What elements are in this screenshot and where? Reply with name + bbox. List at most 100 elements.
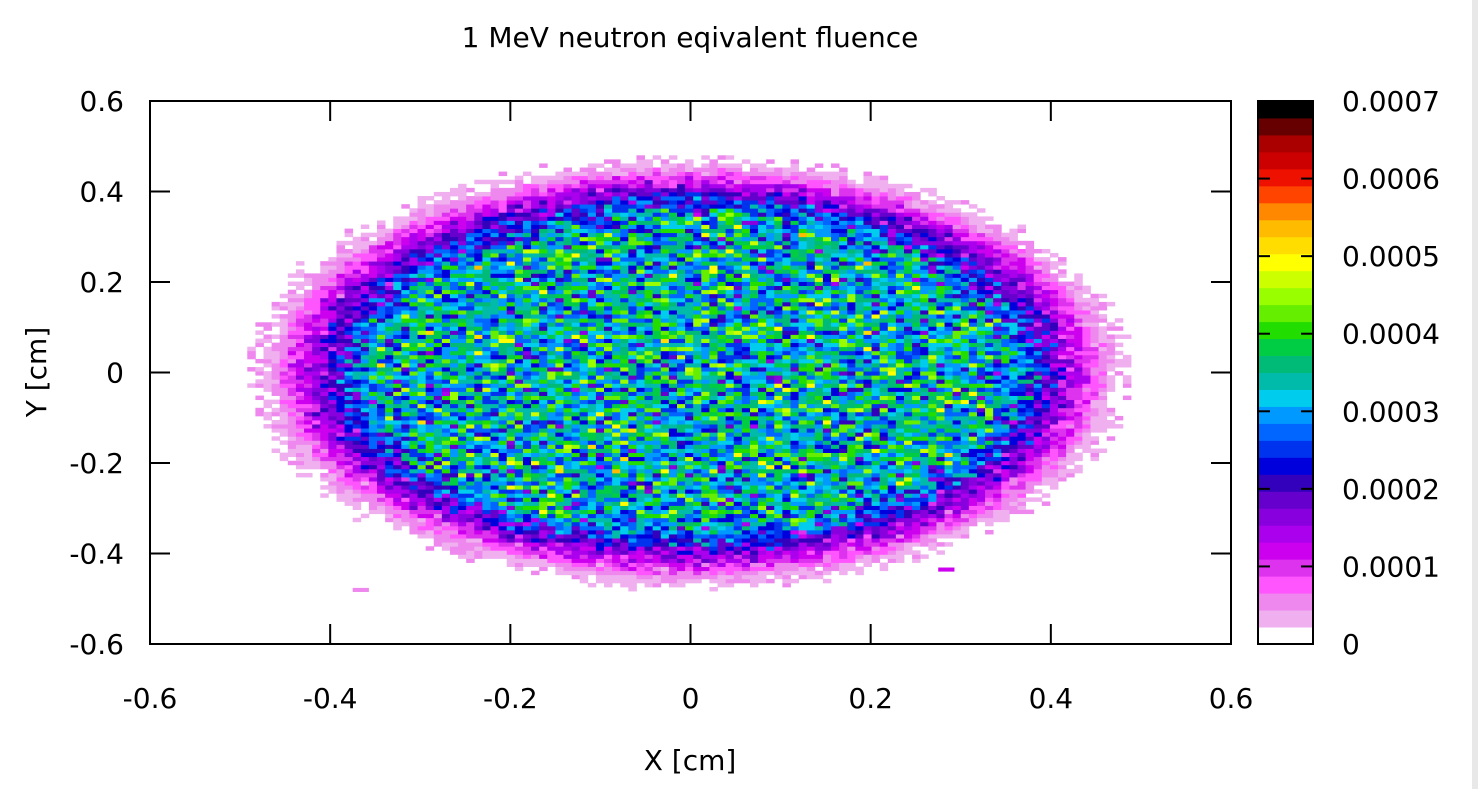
heatmap-cell — [320, 387, 329, 392]
heatmap-cell — [717, 513, 727, 519]
heatmap-cell — [344, 383, 354, 388]
heatmap-cell — [636, 310, 645, 315]
heatmap-cell — [660, 501, 670, 506]
heatmap-cell — [377, 261, 386, 266]
heatmap-cell — [449, 232, 459, 238]
heatmap-cell — [668, 550, 678, 555]
heatmap-cell — [555, 236, 564, 242]
heatmap-cell — [604, 310, 613, 315]
heatmap-cell — [417, 521, 427, 527]
heatmap-cell — [449, 281, 459, 287]
heatmap-cell — [628, 391, 637, 396]
heatmap-cell — [668, 179, 678, 185]
heatmap-cell — [587, 248, 597, 254]
heatmap-cell — [660, 301, 670, 307]
heatmap-cell — [514, 477, 524, 482]
heatmap-cell — [604, 350, 613, 356]
heatmap-cell — [401, 517, 410, 523]
heatmap-cell — [449, 403, 459, 409]
heatmap-cell — [539, 436, 548, 441]
heatmap-cell — [612, 208, 621, 213]
heatmap-cell — [295, 338, 305, 344]
heatmap-cell — [336, 428, 345, 433]
heatmap-cell — [571, 363, 581, 368]
heatmap-cell — [385, 456, 394, 462]
heatmap-cell — [733, 566, 743, 572]
heatmap-cell — [644, 228, 654, 234]
heatmap-cell — [336, 314, 345, 319]
heatmap-cell — [676, 460, 686, 466]
heatmap-cell — [539, 265, 548, 270]
heatmap-cell — [709, 257, 718, 262]
heatmap-cell — [506, 187, 516, 193]
heatmap-cell — [458, 383, 467, 388]
heatmap-cell — [563, 330, 572, 335]
heatmap-cell — [676, 432, 686, 437]
heatmap-cell — [555, 228, 564, 234]
heatmap-cell — [725, 403, 735, 409]
heatmap-cell — [595, 420, 605, 425]
heatmap-cell — [717, 224, 727, 229]
heatmap-cell — [385, 330, 394, 335]
heatmap-cell — [733, 529, 743, 535]
heatmap-cell — [685, 481, 694, 486]
heatmap-cell — [425, 350, 435, 356]
heatmap-cell — [547, 297, 556, 303]
heatmap-cell — [344, 391, 354, 396]
heatmap-cell — [563, 485, 572, 490]
heatmap-cell — [725, 477, 735, 482]
heatmap-cell — [725, 155, 735, 160]
heatmap-cell — [425, 534, 435, 539]
heatmap-cell — [417, 342, 427, 348]
heatmap-cell — [458, 440, 467, 445]
heatmap-cell — [344, 407, 354, 413]
heatmap-cell — [563, 367, 572, 372]
heatmap-cell — [482, 513, 491, 519]
heatmap-cell — [304, 305, 313, 311]
heatmap-cell — [539, 383, 548, 388]
heatmap-cell — [709, 558, 718, 563]
heatmap-cell — [425, 248, 435, 254]
heatmap-cell — [571, 196, 581, 201]
heatmap-cell — [644, 310, 654, 315]
heatmap-cell — [604, 220, 613, 225]
heatmap-cell — [514, 444, 524, 449]
heatmap-cell — [531, 363, 540, 368]
heatmap-cell — [279, 411, 289, 417]
heatmap-cell — [522, 289, 532, 295]
heatmap-cell — [725, 334, 735, 339]
heatmap-cell — [733, 403, 743, 409]
heatmap-cell — [628, 570, 637, 576]
heatmap-cell — [733, 432, 743, 437]
heatmap-cell — [628, 395, 637, 401]
heatmap-cell — [644, 334, 654, 339]
heatmap-cell — [474, 464, 483, 470]
heatmap-cell — [425, 452, 435, 458]
heatmap-cell — [295, 301, 305, 307]
heatmap-cell — [685, 346, 694, 352]
heatmap-cell — [458, 432, 467, 437]
heatmap-cell — [344, 358, 354, 364]
heatmap-cell — [320, 367, 329, 372]
heatmap-cell — [498, 529, 508, 535]
heatmap-cell — [579, 452, 589, 458]
heatmap-cell — [271, 367, 281, 372]
heatmap-cell — [563, 200, 572, 205]
heatmap-cell — [717, 244, 727, 250]
heatmap-cell — [474, 428, 483, 433]
heatmap-cell — [522, 521, 532, 527]
heatmap-cell — [336, 334, 345, 339]
heatmap-cell — [701, 529, 710, 535]
heatmap-cell — [709, 460, 718, 466]
heatmap-cell — [458, 517, 467, 523]
heatmap-cell — [717, 285, 727, 291]
heatmap-cell — [563, 305, 572, 311]
heatmap-cell — [725, 314, 735, 319]
heatmap-cell — [620, 232, 629, 238]
heatmap-cell — [652, 432, 662, 437]
heatmap-cell — [628, 269, 637, 274]
heatmap-cell — [660, 216, 670, 221]
heatmap-cell — [660, 326, 670, 331]
heatmap-cell — [717, 175, 727, 181]
heatmap-cell — [595, 204, 605, 209]
